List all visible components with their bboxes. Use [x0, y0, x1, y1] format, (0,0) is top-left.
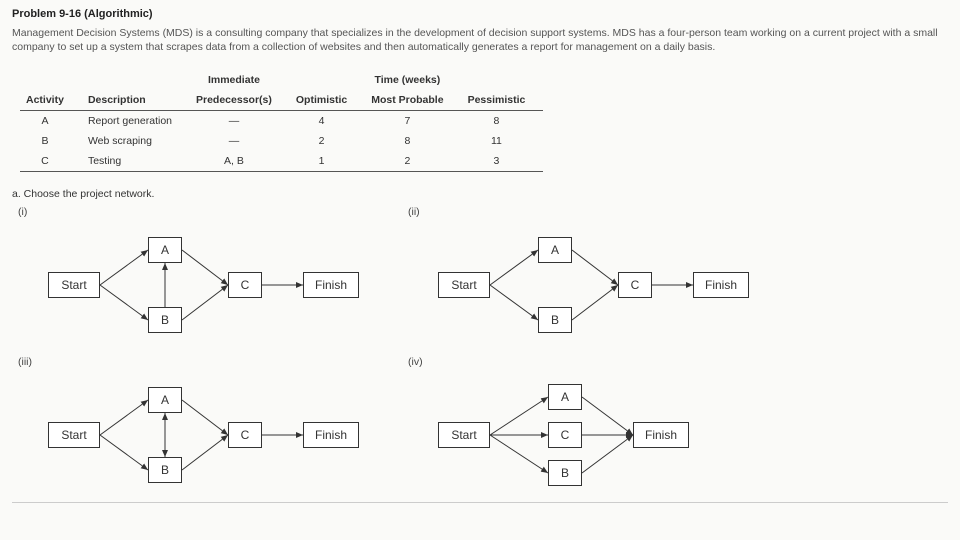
node-finish: Finish	[303, 422, 359, 448]
edge-SB	[100, 435, 148, 470]
option-iv[interactable]: (iv) Start ACB Finish	[408, 356, 778, 492]
node-start: Start	[48, 272, 100, 298]
node-a: A	[538, 237, 572, 263]
cell-act: B	[20, 131, 82, 151]
node-b: B	[148, 457, 182, 483]
th-pess: Pessimistic	[462, 90, 544, 111]
edge-BF	[582, 435, 633, 473]
node-c: C	[228, 422, 262, 448]
edge-SA	[490, 397, 548, 435]
cell-most: 7	[365, 111, 461, 132]
option-i[interactable]: (i) Start A B C Finish	[18, 206, 388, 342]
footer-rule	[12, 502, 948, 503]
cell-desc: Report generation	[82, 111, 190, 132]
th-opt: Optimistic	[290, 90, 365, 111]
cell-pess: 3	[462, 151, 544, 172]
cell-pess: 8	[462, 111, 544, 132]
th-time-top: Time (weeks)	[365, 70, 461, 90]
diagram-iv: Start ACB Finish	[408, 372, 768, 492]
edge-SA	[100, 400, 148, 435]
edge-AC	[182, 250, 228, 285]
diagram-iii: Start A B C Finish	[18, 372, 378, 492]
problem-intro: Management Decision Systems (MDS) is a c…	[12, 26, 948, 54]
cell-desc: Web scraping	[82, 131, 190, 151]
cell-opt: 1	[290, 151, 365, 172]
th-activity: Activity	[20, 90, 82, 111]
option-label: (iv)	[408, 356, 778, 368]
cell-act: C	[20, 151, 82, 172]
edge-BC	[182, 435, 228, 470]
node-finish: Finish	[303, 272, 359, 298]
edge-SA	[490, 250, 538, 285]
node-a: A	[548, 384, 582, 410]
node-finish: Finish	[633, 422, 689, 448]
cell-pess: 11	[462, 131, 544, 151]
node-a: A	[148, 237, 182, 263]
edge-BC	[572, 285, 618, 320]
th-pred: Predecessor(s)	[190, 90, 290, 111]
cell-most: 2	[365, 151, 461, 172]
table-row: BWeb scraping—2811	[20, 131, 543, 151]
node-b: B	[548, 460, 582, 486]
option-label: (i)	[18, 206, 388, 218]
options-grid: (i) StartABCFinish (ii) StartABCFinish (…	[18, 206, 948, 492]
cell-pred: A, B	[190, 151, 290, 172]
node-b: B	[538, 307, 572, 333]
cell-opt: 4	[290, 111, 365, 132]
edge-SA	[100, 250, 148, 285]
option-ii[interactable]: (ii) Start A B C Finish	[408, 206, 778, 342]
diagram-i: Start A B C Finish	[18, 222, 378, 342]
node-c: C	[548, 422, 582, 448]
edge-SB	[490, 285, 538, 320]
option-label: (ii)	[408, 206, 778, 218]
table-row: AReport generation—478	[20, 111, 543, 132]
cell-desc: Testing	[82, 151, 190, 172]
edge-SB	[100, 285, 148, 320]
th-pred-top: Immediate	[190, 70, 290, 90]
activity-table-body: AReport generation—478BWeb scraping—2811…	[20, 111, 543, 172]
edge-AF	[582, 397, 633, 435]
node-c: C	[228, 272, 262, 298]
edge-AC	[572, 250, 618, 285]
edge-AC	[182, 400, 228, 435]
cell-opt: 2	[290, 131, 365, 151]
option-label: (iii)	[18, 356, 388, 368]
cell-act: A	[20, 111, 82, 132]
activity-table: Immediate Time (weeks) Activity Descript…	[20, 70, 543, 172]
node-finish: Finish	[693, 272, 749, 298]
diagram-ii: Start A B C Finish	[408, 222, 768, 342]
problem-title: Problem 9-16 (Algorithmic)	[12, 8, 948, 20]
node-start: Start	[48, 422, 100, 448]
node-start: Start	[438, 272, 490, 298]
node-start: Start	[438, 422, 490, 448]
edge-BC	[182, 285, 228, 320]
table-row: CTestingA, B123	[20, 151, 543, 172]
node-a: A	[148, 387, 182, 413]
node-b: B	[148, 307, 182, 333]
th-desc: Description	[82, 90, 190, 111]
edge-SB	[490, 435, 548, 473]
option-iii[interactable]: (iii) Start A B C Finish	[18, 356, 388, 492]
cell-most: 8	[365, 131, 461, 151]
node-c: C	[618, 272, 652, 298]
cell-pred: —	[190, 131, 290, 151]
cell-pred: —	[190, 111, 290, 132]
th-most: Most Probable	[365, 90, 461, 111]
question-a: a. Choose the project network.	[12, 188, 948, 200]
